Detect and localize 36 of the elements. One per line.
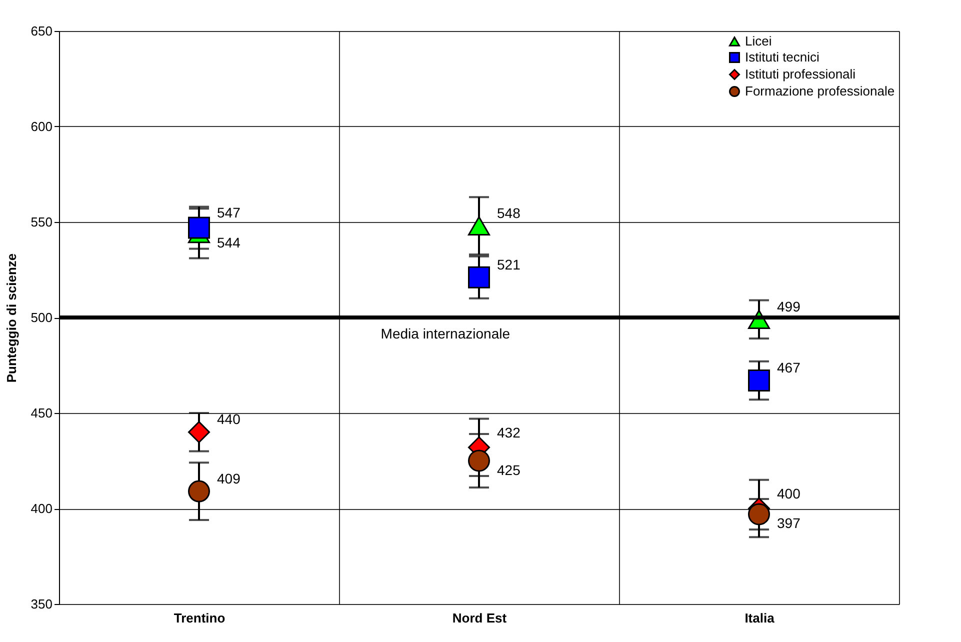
point bbox=[188, 421, 210, 444]
data-label: 425 bbox=[497, 462, 521, 478]
point bbox=[748, 370, 770, 392]
data-label: 432 bbox=[497, 424, 521, 440]
point bbox=[468, 266, 490, 288]
y-tick-label: 550 bbox=[30, 214, 52, 230]
x-tick-label: Nord Est bbox=[452, 610, 508, 626]
x-tick-label: Italia bbox=[744, 610, 776, 626]
x-tick-label: Trentino bbox=[174, 610, 226, 626]
data-label: 521 bbox=[497, 256, 521, 272]
ref-line-label: Media internazionale bbox=[380, 326, 510, 342]
data-label: 499 bbox=[777, 298, 801, 314]
legend-label: Licei bbox=[745, 34, 772, 48]
point bbox=[468, 450, 490, 472]
y-tick-label: 450 bbox=[30, 406, 52, 420]
y-axis-title: Punteggio di scienze bbox=[4, 253, 19, 383]
point bbox=[468, 216, 490, 236]
data-label: 547 bbox=[217, 204, 241, 221]
data-label: 440 bbox=[217, 411, 241, 428]
data-label: 544 bbox=[217, 234, 241, 250]
data-label: 409 bbox=[217, 470, 241, 486]
data-label: 467 bbox=[777, 360, 801, 376]
y-tick-label: 500 bbox=[30, 310, 52, 325]
legend-label: Istituti tecnici bbox=[745, 50, 820, 64]
legend-label: Istituti professionali bbox=[745, 66, 856, 82]
point bbox=[188, 216, 210, 239]
y-tick-label: 650 bbox=[30, 24, 52, 38]
point bbox=[188, 480, 210, 502]
y-tick-label: 350 bbox=[30, 596, 52, 612]
data-label: 400 bbox=[777, 486, 801, 502]
data-label: 397 bbox=[777, 515, 801, 532]
data-label: 548 bbox=[497, 204, 521, 221]
point bbox=[748, 503, 770, 526]
y-tick-label: 400 bbox=[30, 501, 52, 516]
y-tick-label: 600 bbox=[30, 119, 52, 134]
legend-label: Formazione professionale bbox=[745, 84, 895, 98]
